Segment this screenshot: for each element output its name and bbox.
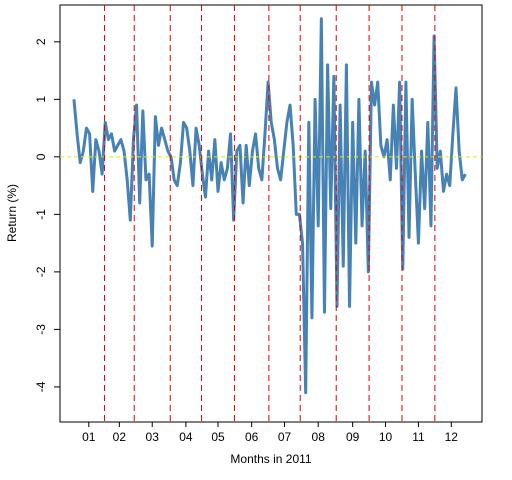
x-tick-label: 09 [346,430,360,444]
plot-frame [59,4,483,423]
y-tick-label: -2 [34,266,48,277]
x-axis-label: Months in 2011 [230,452,311,466]
y-tick-label: -1 [34,209,48,220]
x-tick-label: 01 [82,430,96,444]
series-line [72,17,467,395]
y-tick-label: 2 [34,38,48,45]
y-tick-label: -3 [34,324,48,335]
x-tick-label: 07 [278,430,292,444]
x-tick-label: 05 [211,430,225,444]
x-tick-label: 02 [113,430,127,444]
x-tick-label: 10 [379,430,393,444]
y-tick-label: 0 [34,153,48,160]
y-tick-label: -4 [34,381,48,392]
x-tick-label: 08 [312,430,326,444]
x-tick-label: 11 [412,430,425,444]
x-tick-label: 12 [445,430,459,444]
y-tick-label: 1 [34,96,48,103]
x-tick-label: 04 [179,430,193,444]
x-tick-label: 03 [146,430,160,444]
x-tick-label: 06 [245,430,259,444]
y-axis-label: Return (%) [5,184,19,242]
